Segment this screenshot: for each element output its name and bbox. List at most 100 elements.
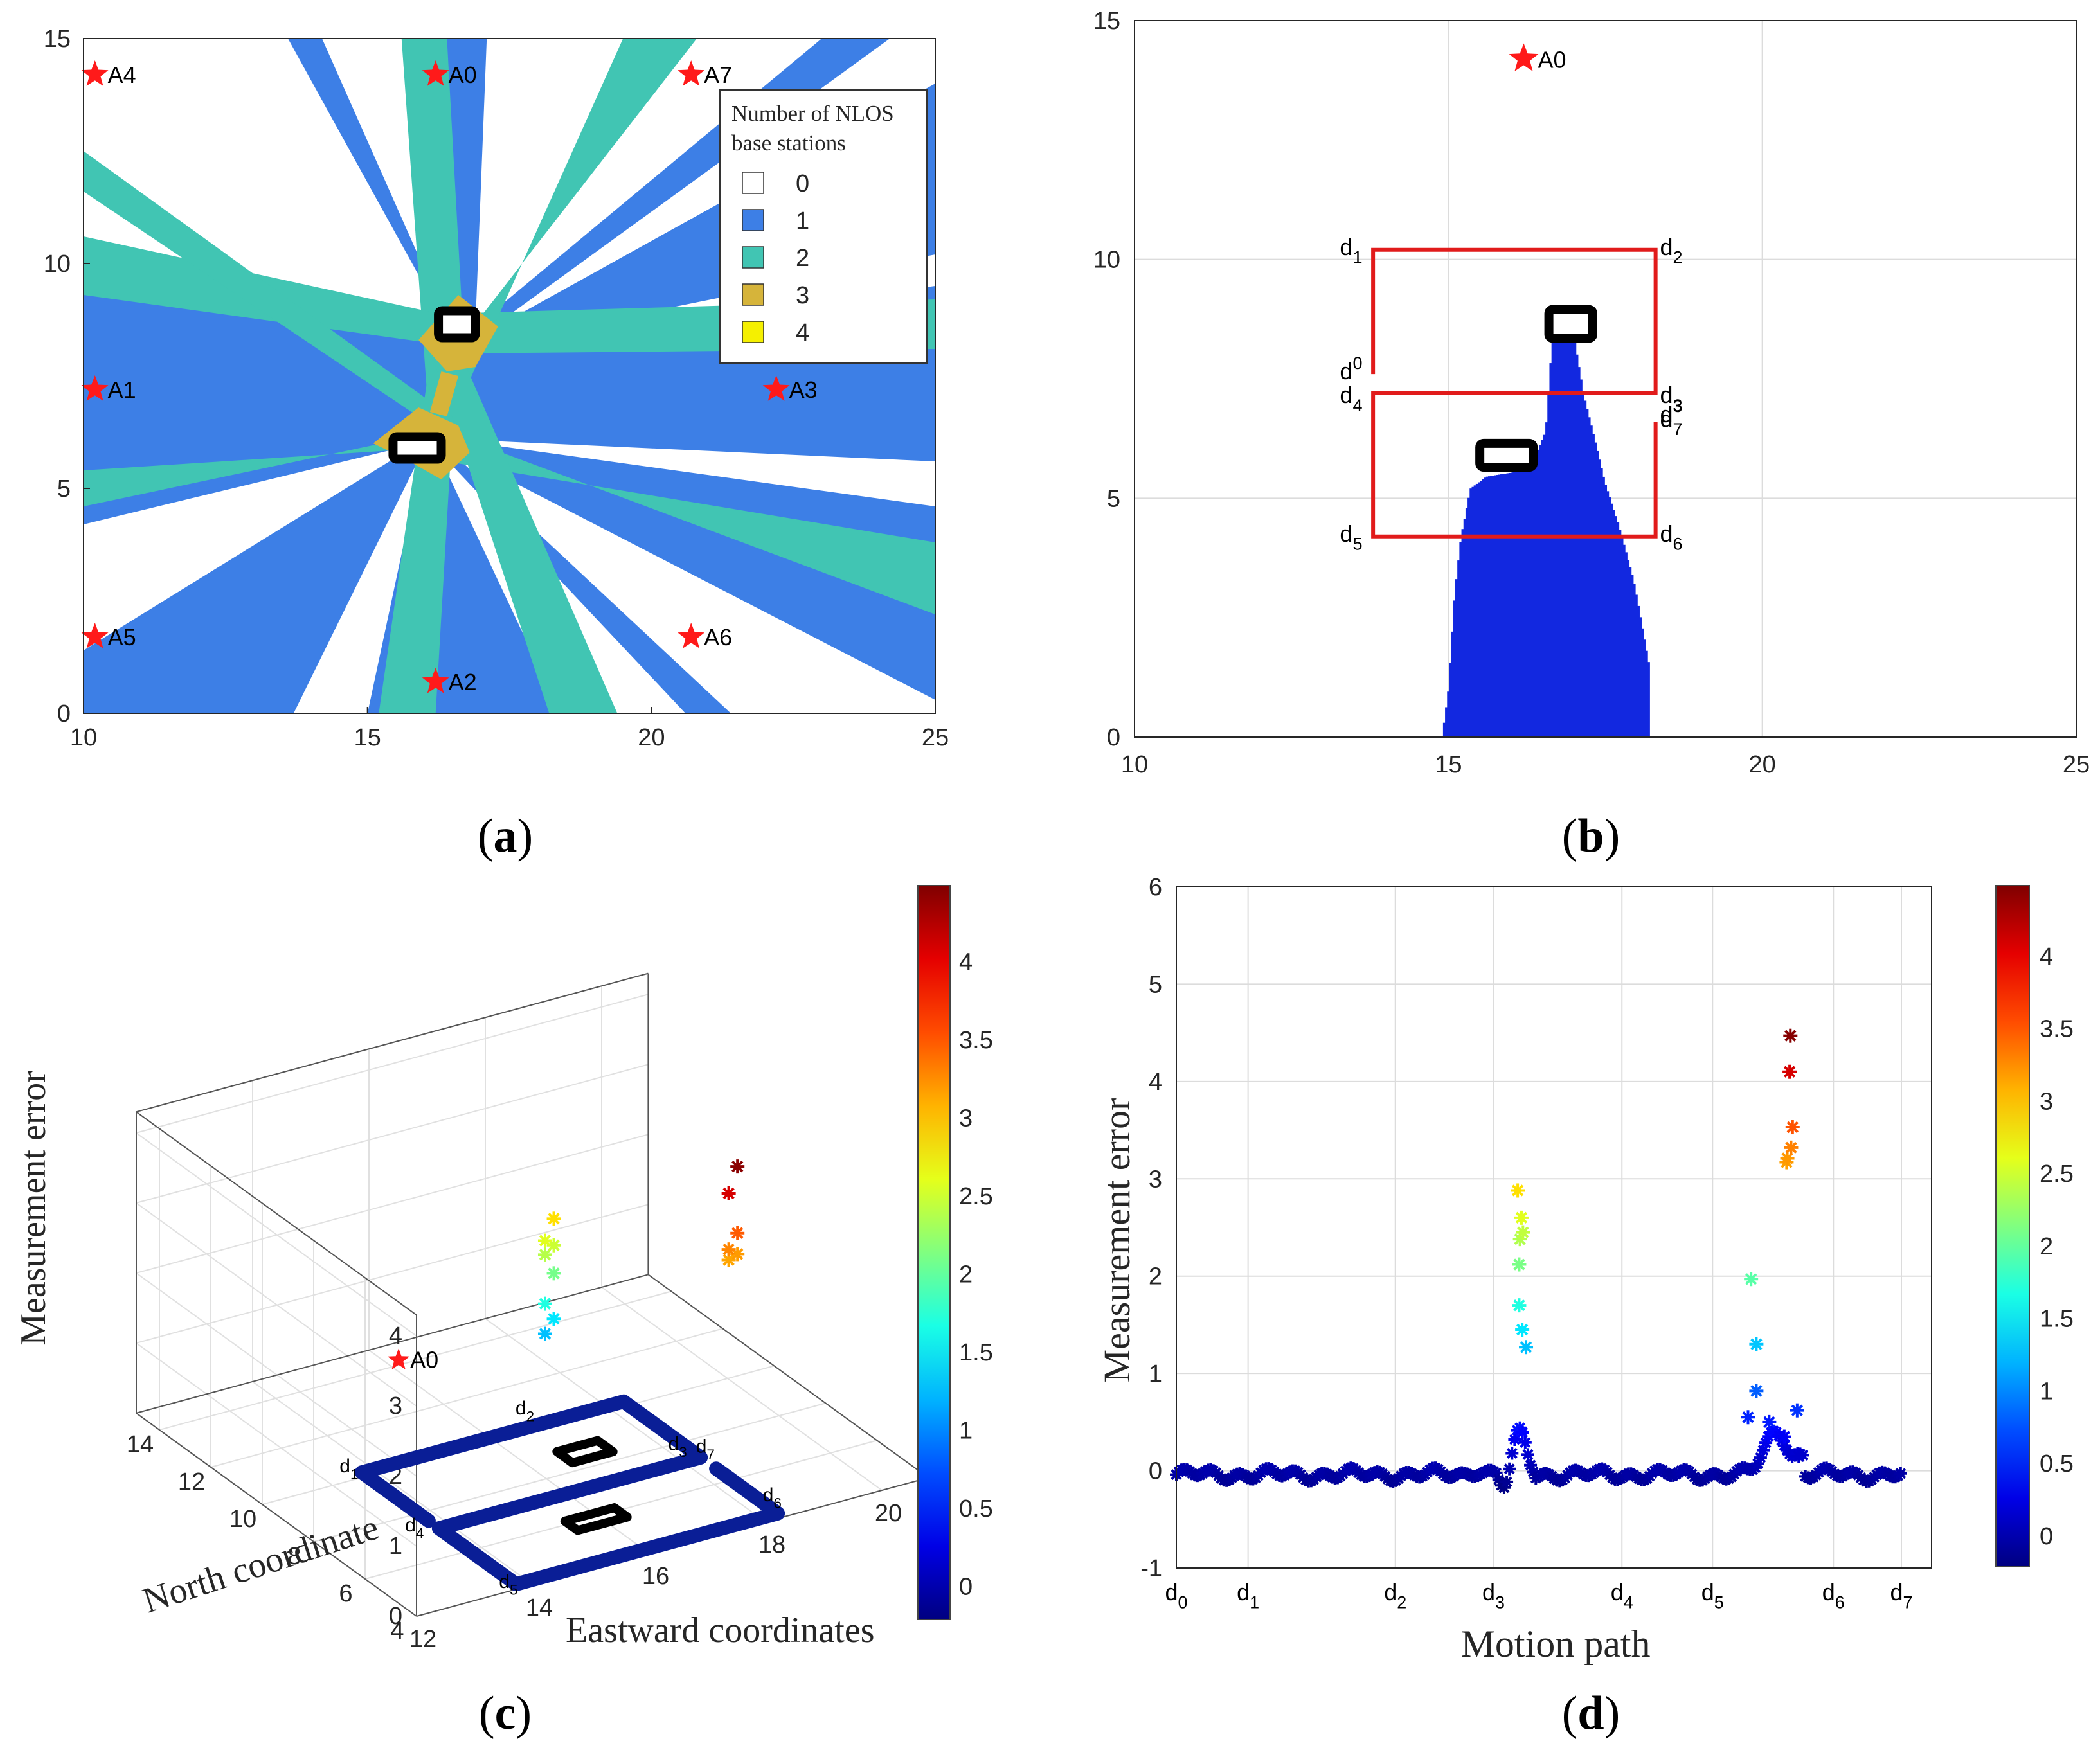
b-waypoint-label-7: d5 xyxy=(1340,521,1362,554)
a-anchor-label-A4: A4 xyxy=(108,62,136,88)
c-ztick-label-3: 3 xyxy=(389,1393,402,1420)
c-grid-wally-z3 xyxy=(136,1064,649,1204)
d-error-point-5 xyxy=(1516,1225,1530,1240)
b-waypoint-label-3: d4 xyxy=(1340,382,1362,415)
c-xtick-label-3: 18 xyxy=(758,1531,785,1558)
b-bar-36 xyxy=(1516,471,1520,737)
a-xtick-label-2: 20 xyxy=(638,724,665,751)
a-anchor-star-A5 xyxy=(81,623,109,648)
b-bar-24 xyxy=(1492,476,1494,737)
b-waypoint-label-5: d3 xyxy=(1660,397,1683,427)
d-colorbar-tick-0: 0 xyxy=(2040,1523,2053,1550)
a-anchor-star-A7 xyxy=(678,60,705,86)
a-obstacle-0 xyxy=(434,306,480,343)
d-baseline-point-131 xyxy=(1516,1425,1529,1439)
a-legend-swatch-2 xyxy=(742,246,764,269)
b-bar-96 xyxy=(1639,617,1642,737)
d-colorbar-tick-4: 2 xyxy=(2040,1233,2053,1260)
c-ytick-label-5: 14 xyxy=(127,1431,154,1458)
c-colorbar xyxy=(917,885,951,1620)
c-spike-0-point-7 xyxy=(546,1211,561,1226)
b-bar-86 xyxy=(1619,530,1622,737)
a-anchor-label-A6: A6 xyxy=(704,624,732,650)
d-error-point-15 xyxy=(1785,1120,1800,1135)
a-zero-region-0 xyxy=(84,39,447,326)
c-spike-0-point-4 xyxy=(537,1247,552,1262)
c-ztick-label-1: 1 xyxy=(389,1533,402,1560)
c-spike-0-point-3 xyxy=(546,1266,561,1281)
b-bar-43 xyxy=(1530,465,1534,737)
b-bar-10 xyxy=(1463,519,1466,737)
c-waypoint-label-4: d7 xyxy=(696,1436,715,1463)
b-bar-77 xyxy=(1601,468,1603,737)
b-bar-15 xyxy=(1473,485,1476,737)
d-error-point-19 xyxy=(1791,1449,1806,1463)
b-bar-65 xyxy=(1575,354,1579,737)
c-colorbar-tick-2: 1 xyxy=(959,1417,973,1444)
c-ztick-label-0: 0 xyxy=(389,1603,402,1630)
b-bar-54 xyxy=(1553,340,1556,737)
b-bar-89 xyxy=(1625,552,1628,737)
c-edge-right-y xyxy=(647,1274,929,1479)
a-zero-region-9 xyxy=(84,443,419,650)
b-bar-6 xyxy=(1455,579,1458,737)
c-anchor-star xyxy=(388,1348,410,1369)
b-bar-27 xyxy=(1498,474,1501,737)
d-colorbar-tick-7: 3.5 xyxy=(2040,1016,2074,1043)
b-bar-26 xyxy=(1496,475,1499,737)
d-xtick-label-6: d6 xyxy=(1822,1579,1845,1612)
d-colorbar-tick-3: 1.5 xyxy=(2040,1306,2074,1333)
b-bar-8 xyxy=(1459,542,1462,737)
a-ytick-label-0: 0 xyxy=(57,700,71,727)
a-anchor-label-A1: A1 xyxy=(108,377,136,403)
b-bar-85 xyxy=(1617,522,1620,737)
c-edge-back-x xyxy=(136,1274,649,1414)
b-waypoint-label-6: d7 xyxy=(1660,406,1683,439)
d-error-point-20 xyxy=(1762,1414,1777,1429)
a-anchor-star-A4 xyxy=(81,60,109,86)
b-bar-3 xyxy=(1449,663,1452,737)
d-xtick-label-0: d0 xyxy=(1165,1579,1187,1612)
a-xtick-label-3: 25 xyxy=(922,724,949,751)
b-bar-9 xyxy=(1461,529,1464,737)
b-bar-80 xyxy=(1606,491,1610,737)
b-obstacle-1 xyxy=(1475,438,1538,472)
d-baseline-point-125 xyxy=(1500,1475,1514,1488)
b-bar-78 xyxy=(1602,476,1605,737)
b-route-line xyxy=(1371,247,1658,539)
b-bar-90 xyxy=(1627,560,1630,737)
b-bar-31 xyxy=(1506,473,1509,737)
b-bar-88 xyxy=(1623,544,1626,737)
caption-c: (c) xyxy=(479,1687,532,1740)
b-bar-22 xyxy=(1487,476,1491,737)
b-anchor-star xyxy=(1509,43,1539,71)
b-anchor-label: A0 xyxy=(1538,46,1566,73)
a-xtick-label-0: 10 xyxy=(70,724,97,751)
a-legend-label-1: 1 xyxy=(796,208,809,235)
b-bar-2 xyxy=(1447,691,1449,737)
c-colorbar-tick-3: 1.5 xyxy=(959,1339,993,1366)
b-bar-73 xyxy=(1592,434,1595,737)
a-zero-region-5 xyxy=(447,439,935,506)
a-legend-swatch-0 xyxy=(742,172,764,194)
c-grid-floor-y8 xyxy=(313,1402,826,1542)
b-bar-97 xyxy=(1641,628,1644,737)
c-grid-wally-z4 xyxy=(136,994,649,1134)
b-bar-35 xyxy=(1514,472,1517,737)
c-spike-1-point-5 xyxy=(730,1159,745,1174)
b-bar-1 xyxy=(1445,707,1448,737)
d-colorbar-tick-2: 1 xyxy=(2040,1378,2053,1405)
b-bar-33 xyxy=(1510,472,1513,737)
b-xtick-label-2: 20 xyxy=(1749,751,1776,778)
c-anchor-label: A0 xyxy=(410,1346,438,1373)
a-zero-region-7 xyxy=(435,448,686,713)
caption-a: (a) xyxy=(478,810,533,862)
c-obstacle-1 xyxy=(560,1503,632,1535)
b-bar-13 xyxy=(1469,488,1472,737)
d-ytick-label-7: 6 xyxy=(1149,874,1162,901)
b-bar-99 xyxy=(1646,650,1648,737)
b-ytick-label-2: 10 xyxy=(1093,247,1120,274)
b-bar-46 xyxy=(1537,449,1539,737)
d-baseline-point-133 xyxy=(1521,1448,1534,1461)
a-anchor-star-A1 xyxy=(81,375,109,401)
